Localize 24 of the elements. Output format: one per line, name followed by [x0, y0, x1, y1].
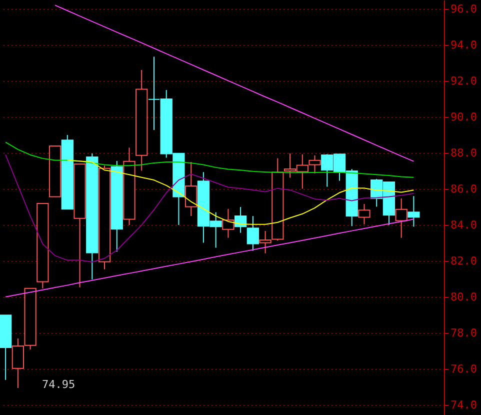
- y-tick-label: 82.0: [450, 254, 477, 268]
- candlestick: [185, 162, 198, 217]
- y-tick-label: 78.0: [450, 326, 477, 340]
- y-tick-label: 80.0: [450, 290, 477, 304]
- y-tick-label: 90.0: [450, 110, 477, 124]
- y-tick-label: 76.0: [450, 362, 477, 376]
- candlestick: [246, 216, 259, 252]
- candlestick: [234, 206, 247, 234]
- line-series: [54, 4, 414, 162]
- y-tick-label: 96.0: [450, 2, 477, 16]
- line-series: [5, 142, 414, 178]
- candlestick: [222, 208, 234, 238]
- y-tick-label: 84.0: [450, 218, 477, 232]
- candlestick: [308, 154, 321, 174]
- line-series: [5, 154, 414, 262]
- annotation: 74.95: [42, 378, 76, 391]
- candlestick: [358, 203, 370, 225]
- y-tick-label: 88.0: [450, 146, 477, 160]
- candlestick: [408, 196, 420, 228]
- y-tick-label: 74.0: [450, 398, 477, 412]
- y-tick-label: 92.0: [450, 74, 477, 88]
- y-tick-label: 94.0: [450, 38, 477, 52]
- candlestick: [395, 198, 408, 238]
- y-tick-label: 86.0: [450, 182, 477, 196]
